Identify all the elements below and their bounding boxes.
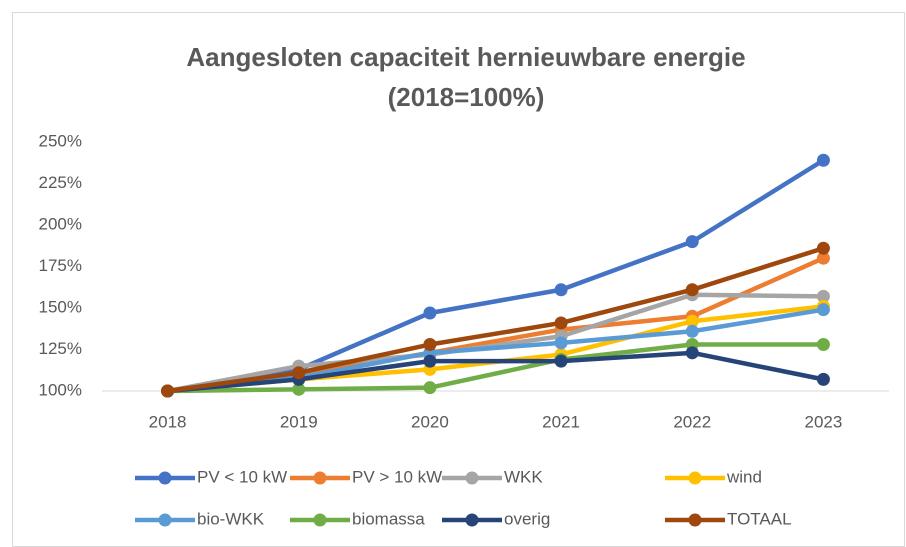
legend-marker (465, 471, 479, 485)
data-point (554, 336, 568, 350)
legend-marker (158, 513, 172, 527)
data-point (685, 346, 699, 360)
data-point (423, 354, 437, 368)
y-tick-label: 125% (39, 339, 82, 358)
y-tick-label: 200% (39, 214, 82, 233)
chart-border (12, 12, 905, 547)
legend-marker (313, 471, 327, 485)
data-point (423, 381, 437, 395)
data-point (816, 303, 830, 317)
data-point (685, 283, 699, 297)
legend-label: overig (504, 509, 550, 528)
data-point (292, 366, 306, 380)
x-tick-label: 2021 (542, 412, 580, 431)
series-line (167, 292, 824, 394)
data-point (292, 382, 306, 396)
legend-marker (465, 513, 479, 527)
series-line (167, 350, 824, 394)
y-tick-label: 250% (39, 131, 82, 150)
x-tick-label: 2020 (411, 412, 449, 431)
x-tick-label: 2018 (149, 412, 187, 431)
x-tick-label: 2022 (673, 412, 711, 431)
data-point (685, 324, 699, 338)
data-point (816, 338, 830, 352)
y-tick-label: 100% (39, 380, 82, 399)
legend-label: PV < 10 kW (197, 467, 287, 486)
data-point (816, 289, 830, 303)
data-point (554, 316, 568, 330)
legend-marker (313, 513, 327, 527)
legend-marker (688, 513, 702, 527)
y-tick-label: 175% (39, 256, 82, 275)
legend-label: PV > 10 kW (352, 467, 442, 486)
data-point (816, 372, 830, 386)
data-point (554, 283, 568, 297)
legend-label: bio-WKK (197, 509, 265, 528)
data-point (554, 354, 568, 368)
data-point (161, 384, 175, 398)
chart-title: Aangesloten capaciteit hernieuwbare ener… (186, 42, 745, 72)
data-point (816, 153, 830, 167)
chart-title: (2018=100%) (388, 82, 545, 112)
x-tick-label: 2019 (280, 412, 318, 431)
data-point (423, 338, 437, 352)
data-point (816, 241, 830, 255)
legend-marker (688, 471, 702, 485)
series-line (167, 158, 825, 394)
y-tick-label: 225% (39, 173, 82, 192)
data-point (423, 306, 437, 320)
y-tick-label: 150% (39, 297, 82, 316)
legend-marker (158, 471, 172, 485)
data-point (685, 235, 699, 249)
x-tick-label: 2023 (805, 412, 843, 431)
data-point (685, 314, 699, 328)
data-point (816, 251, 830, 265)
series-line (167, 246, 825, 394)
legend-label: biomassa (352, 509, 425, 528)
legend-label: TOTAAL (727, 509, 792, 528)
legend-label: wind (726, 467, 762, 486)
legend-label: WKK (504, 467, 543, 486)
series-line (167, 342, 824, 394)
